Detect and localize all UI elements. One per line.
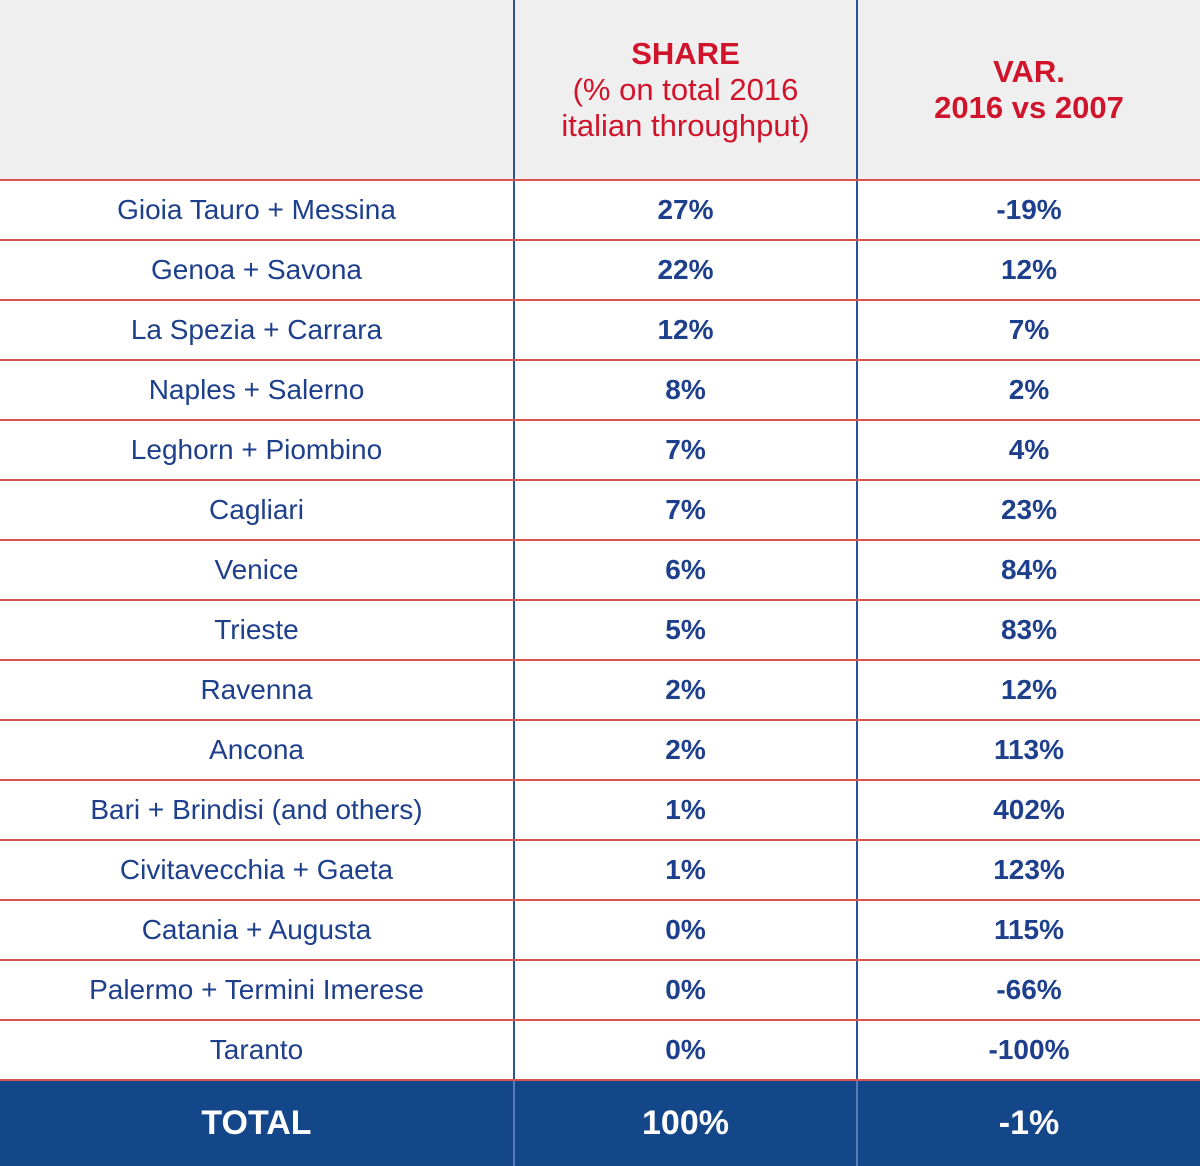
port-name: Taranto [0, 1020, 514, 1081]
table-row: Gioia Tauro + Messina 27% -19% [0, 180, 1200, 241]
table-row: Catania + Augusta 0% 115% [0, 900, 1200, 961]
table-row: La Spezia + Carrara 12% 7% [0, 300, 1200, 361]
share-value: 7% [513, 420, 857, 481]
port-name: La Spezia + Carrara [0, 300, 514, 361]
port-name: Genoa + Savona [0, 240, 514, 301]
var-value: -100% [856, 1020, 1200, 1081]
var-value: 402% [856, 780, 1200, 841]
share-value: 12% [513, 300, 857, 361]
share-value: 2% [513, 660, 857, 721]
table-row: Ravenna 2% 12% [0, 660, 1200, 721]
port-name: Trieste [0, 600, 514, 661]
port-name: Naples + Salerno [0, 360, 514, 421]
share-value: 0% [513, 1020, 857, 1081]
header-subtitle: italian throughput) [561, 107, 810, 143]
var-value: 12% [856, 660, 1200, 721]
header-title: SHARE [631, 35, 740, 71]
table-header: SHARE (% on total 2016 italian throughpu… [0, 0, 1200, 181]
total-row: TOTAL 100% -1% [0, 1080, 1200, 1166]
var-value: 115% [856, 900, 1200, 961]
share-value: 0% [513, 960, 857, 1021]
port-name: Gioia Tauro + Messina [0, 180, 514, 241]
share-value: 6% [513, 540, 857, 601]
table-row: Venice 6% 84% [0, 540, 1200, 601]
table-row: Civitavecchia + Gaeta 1% 123% [0, 840, 1200, 901]
var-value: 23% [856, 480, 1200, 541]
var-value: 113% [856, 720, 1200, 781]
port-name: Bari + Brindisi (and others) [0, 780, 514, 841]
table-row: Palermo + Termini Imerese 0% -66% [0, 960, 1200, 1021]
table-row: Ancona 2% 113% [0, 720, 1200, 781]
share-value: 2% [513, 720, 857, 781]
var-value: 12% [856, 240, 1200, 301]
share-value: 7% [513, 480, 857, 541]
table-row: Trieste 5% 83% [0, 600, 1200, 661]
share-value: 27% [513, 180, 857, 241]
table-row: Taranto 0% -100% [0, 1020, 1200, 1081]
header-cell-share: SHARE (% on total 2016 italian throughpu… [513, 0, 857, 181]
total-cell: TOTAL [201, 1104, 312, 1142]
header-cell-empty [0, 0, 514, 181]
header-row: SHARE (% on total 2016 italian throughpu… [0, 0, 1200, 181]
port-name: Ravenna [0, 660, 514, 721]
var-value: -19% [856, 180, 1200, 241]
port-name: Catania + Augusta [0, 900, 514, 961]
port-name: Venice [0, 540, 514, 601]
port-name: Civitavecchia + Gaeta [0, 840, 514, 901]
port-name: Ancona [0, 720, 514, 781]
share-value: 22% [513, 240, 857, 301]
var-value: 2% [856, 360, 1200, 421]
share-value: 1% [513, 840, 857, 901]
var-value: 123% [856, 840, 1200, 901]
table-body: Gioia Tauro + Messina 27% -19% Genoa + Savo… [0, 180, 1200, 1166]
var-value: 83% [856, 600, 1200, 661]
var-value: -66% [856, 960, 1200, 1021]
port-name: Cagliari [0, 480, 514, 541]
var-value: 4% [856, 420, 1200, 481]
var-value: 84% [856, 540, 1200, 601]
header-cell-var: VAR. 2016 vs 2007 [856, 0, 1200, 181]
table-row: Cagliari 7% 23% [0, 480, 1200, 541]
header-subtitle: 2016 vs 2007 [934, 89, 1124, 125]
header-subtitle: (% on total 2016 [572, 71, 799, 107]
share-value: 8% [513, 360, 857, 421]
table-row: Genoa + Savona 22% 12% [0, 240, 1200, 301]
total-cell: -1% [856, 1080, 1200, 1166]
port-name: Leghorn + Piombino [0, 420, 514, 481]
share-value: 0% [513, 900, 857, 961]
share-value: 1% [513, 780, 857, 841]
header-title: VAR. [993, 53, 1065, 89]
share-value: 5% [513, 600, 857, 661]
var-value: 7% [856, 300, 1200, 361]
table-row: Naples + Salerno 8% 2% [0, 360, 1200, 421]
port-name: Palermo + Termini Imerese [0, 960, 514, 1021]
table-row: Bari + Brindisi (and others) 1% 402% [0, 780, 1200, 841]
total-cell: 100% [513, 1080, 857, 1166]
table-row: Leghorn + Piombino 7% 4% [0, 420, 1200, 481]
